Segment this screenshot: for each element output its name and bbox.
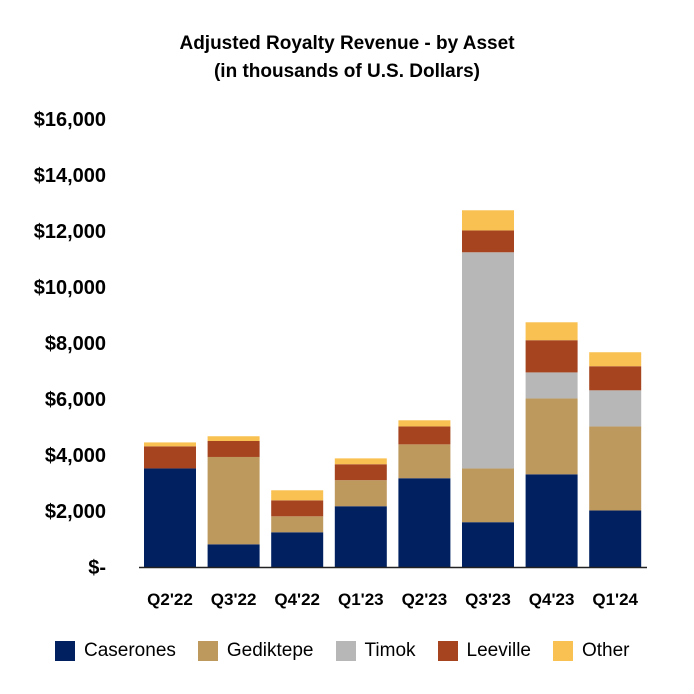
bar-segment-caserones <box>207 544 260 567</box>
y-tick-label: $10,000 <box>34 277 106 299</box>
bar-segment-gediktepe <box>334 480 387 507</box>
legend-swatch <box>552 641 573 661</box>
subtitle-line: (in thousands of U.S. Dollars) <box>213 61 480 82</box>
bar-segment-other <box>271 490 324 501</box>
bar-segment-caserones <box>589 510 642 567</box>
legend-label: Caserones <box>84 640 176 661</box>
legend-label: Other <box>581 640 630 661</box>
y-tick-label: $14,000 <box>34 165 106 187</box>
legend-item: Timok <box>335 640 416 662</box>
bar-segment-other <box>144 442 196 447</box>
legend: Caserones Gediktepe Timok Leeville Other <box>55 640 652 662</box>
bar-segment-leeville <box>271 500 324 517</box>
title-line: Adjusted Royalty Revenue - by Asset <box>179 33 515 54</box>
y-tick-label: $8,000 <box>45 333 106 355</box>
x-tick-label: Q1'24 <box>592 590 638 609</box>
legend-swatch <box>197 641 218 661</box>
bar-segment-other <box>207 436 260 441</box>
bar-segment-caserones <box>462 522 514 567</box>
bar-segment-leeville <box>207 441 260 457</box>
bar-segment-leeville <box>334 464 387 481</box>
bar-segment-caserones <box>398 478 451 567</box>
bar-segment-leeville <box>589 366 642 391</box>
legend-label: Gediktepe <box>226 640 314 661</box>
y-tick-label: $6,000 <box>45 389 106 411</box>
bar-segment-gediktepe <box>462 468 514 523</box>
bar-segment-other <box>462 210 514 231</box>
bar-segment-other <box>525 322 578 341</box>
y-tick-label: $12,000 <box>34 221 106 243</box>
x-tick-label: Q3'22 <box>211 590 257 609</box>
bar-segment-leeville <box>462 230 514 253</box>
legend-swatch <box>55 641 75 661</box>
legend-item: Other <box>552 640 630 662</box>
bar-segment-leeville <box>398 426 451 445</box>
bar-segment-gediktepe <box>589 426 642 511</box>
y-tick-label: $16,000 <box>34 109 106 131</box>
x-tick-label: Q1'23 <box>338 590 384 609</box>
legend-label: Leeville <box>466 640 531 661</box>
legend-swatch <box>437 641 458 661</box>
bar-segment-leeville <box>525 340 578 373</box>
legend-item: Leeville <box>437 640 531 662</box>
x-tick-label: Q4'23 <box>529 590 575 609</box>
legend-item: Gediktepe <box>197 640 314 662</box>
bar-segment-caserones <box>334 506 387 567</box>
bar-segment-caserones <box>144 468 196 567</box>
bar-segment-timok <box>589 390 642 427</box>
bar-segment-gediktepe <box>271 516 324 533</box>
bar-segment-other <box>334 458 387 465</box>
bar-segment-caserones <box>271 532 324 567</box>
bar-segment-timok <box>525 372 578 399</box>
bar-segment-other <box>398 420 451 427</box>
chart-title: Adjusted Royalty Revenue - by Asset (in … <box>0 30 694 86</box>
bar-segment-timok <box>462 252 514 469</box>
x-tick-label: Q3'23 <box>465 590 511 609</box>
bar-segment-caserones <box>525 474 578 567</box>
bar-segment-gediktepe <box>525 398 578 475</box>
bar-segment-gediktepe <box>398 444 451 479</box>
bar-segment-leeville <box>144 446 196 469</box>
bar-segment-gediktepe <box>207 456 260 545</box>
y-tick-label: $- <box>88 557 106 579</box>
x-tick-label: Q2'22 <box>147 590 193 609</box>
y-tick-label: $2,000 <box>45 501 106 523</box>
legend-swatch <box>335 641 356 661</box>
legend-label: Timok <box>364 640 416 661</box>
legend-item: Caserones <box>55 640 176 662</box>
x-tick-label: Q4'22 <box>274 590 320 609</box>
x-tick-label: Q2'23 <box>402 590 448 609</box>
y-tick-label: $4,000 <box>45 445 106 467</box>
bar-segment-other <box>589 352 642 367</box>
